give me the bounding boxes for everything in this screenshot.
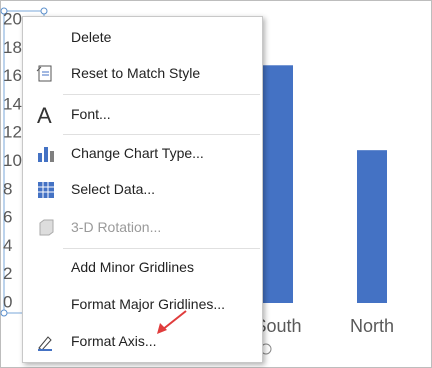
context-menu: Delete Reset to Match Style A Font... Ch… <box>22 16 263 363</box>
menu-label: Change Chart Type... <box>71 145 204 161</box>
menu-label: Format Axis... <box>71 333 157 349</box>
menu-label: 3-D Rotation... <box>71 219 162 235</box>
y-tick-label: 2 <box>3 264 12 283</box>
menu-label: Add Minor Gridlines <box>71 259 194 275</box>
menu-item[interactable]: Delete <box>23 21 262 55</box>
bar <box>263 65 293 303</box>
handle <box>0 7 8 15</box>
handle <box>0 309 8 317</box>
y-tick-label: 20 <box>3 9 22 28</box>
icon <box>38 336 52 351</box>
menu-label: Select Data... <box>71 181 156 197</box>
icon <box>39 219 54 236</box>
y-tick-label: 10 <box>3 151 22 170</box>
menu-item[interactable]: Format Major Gridlines... <box>23 288 262 322</box>
y-tick-label: 14 <box>3 94 22 113</box>
menu-item[interactable]: Select Data... <box>23 173 262 207</box>
menu-item: 3-D Rotation... <box>23 211 262 245</box>
y-tick-label: 18 <box>3 38 22 57</box>
menu-item[interactable]: A Font... <box>23 98 262 132</box>
y-tick-label: 4 <box>3 236 12 255</box>
svg-text:A: A <box>37 104 52 128</box>
menu-item[interactable]: Change Chart Type... <box>23 137 262 171</box>
bar <box>357 150 387 303</box>
y-tick-label: 0 <box>3 292 12 311</box>
menu-item[interactable]: Reset to Match Style <box>23 57 262 91</box>
x-tick-label: South <box>254 316 301 336</box>
y-tick-label: 16 <box>3 66 22 85</box>
y-tick-label: 6 <box>3 208 12 227</box>
separator <box>63 94 260 95</box>
icon <box>36 65 52 82</box>
menu-label: Delete <box>71 29 112 45</box>
menu-item[interactable]: Format Axis... <box>23 325 262 359</box>
x-tick-label: North <box>350 316 394 336</box>
menu-label: Reset to Match Style <box>71 65 201 81</box>
icon <box>38 182 54 198</box>
separator <box>63 248 260 249</box>
menu-item[interactable]: Add Minor Gridlines <box>23 251 262 285</box>
icon: A <box>37 104 52 128</box>
menu-label: Font... <box>71 106 111 122</box>
menu-label: Format Major Gridlines... <box>71 296 226 312</box>
y-tick-label: 12 <box>3 123 22 142</box>
separator <box>63 134 260 135</box>
y-tick-label: 8 <box>3 179 12 198</box>
icon <box>38 147 54 162</box>
handle <box>40 7 48 15</box>
